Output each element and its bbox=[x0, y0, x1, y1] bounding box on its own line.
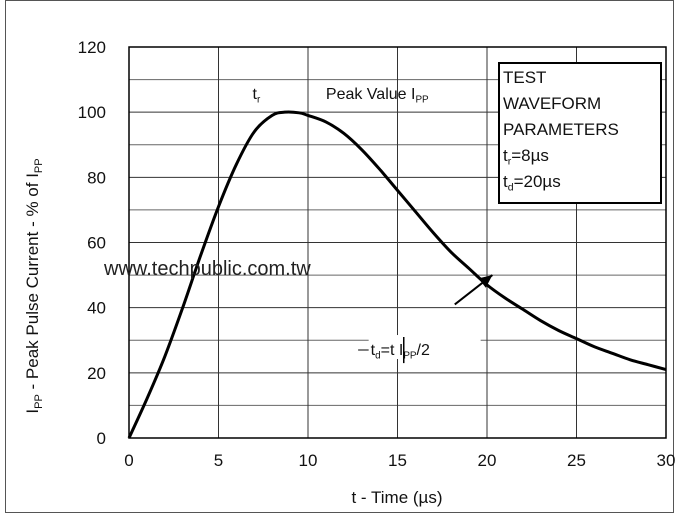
parameter-line: WAVEFORM bbox=[503, 94, 601, 113]
legend-box: TEST WAVEFORM PARAMETERS tr=8µs td=20µs bbox=[498, 62, 662, 204]
x-tick-label: 15 bbox=[388, 451, 407, 470]
tick-labels: 0 5 10 15 20 25 30 0 20 40 60 80 100 120 bbox=[78, 38, 675, 470]
annotations: tr Peak Value IPP td=t IPP/2 bbox=[253, 86, 493, 364]
parameter-line: TEST bbox=[503, 68, 546, 87]
y-tick-label: 40 bbox=[87, 299, 106, 318]
parameter-line: tr=8µs bbox=[503, 146, 549, 168]
x-axis-label: t - Time (µs) bbox=[351, 488, 442, 507]
x-tick-label: 0 bbox=[124, 451, 133, 470]
pulse-waveform-curve bbox=[127, 110, 667, 439]
y-tick-label: 80 bbox=[87, 168, 106, 187]
y-tick-label: 100 bbox=[78, 103, 106, 122]
x-tick-label: 5 bbox=[214, 451, 223, 470]
parameter-line: td=20µs bbox=[503, 172, 561, 194]
x-tick-label: 20 bbox=[478, 451, 497, 470]
y-axis-label: IPP - Peak Pulse Current - % of IPP bbox=[23, 158, 45, 413]
y-tick-label: 60 bbox=[87, 234, 106, 253]
annotation-arrow-head bbox=[478, 275, 493, 288]
td-label-background bbox=[368, 335, 481, 360]
x-tick-label: 10 bbox=[299, 451, 318, 470]
y-tick-label: 20 bbox=[87, 364, 106, 383]
watermark-text: www.techpublic.com.tw bbox=[103, 258, 311, 280]
y-tick-label: 0 bbox=[97, 429, 106, 448]
series-line bbox=[127, 110, 667, 439]
test-parameters-box bbox=[498, 62, 662, 204]
plot-area-border bbox=[128, 46, 667, 439]
rise-time-label: tr bbox=[253, 86, 261, 106]
half-value-time-label: td=t IPP/2 bbox=[371, 342, 430, 362]
parameter-line: PARAMETERS bbox=[503, 120, 619, 139]
x-tick-label: 25 bbox=[567, 451, 586, 470]
peak-value-label: Peak Value IPP bbox=[326, 86, 429, 106]
x-tick-label: 30 bbox=[657, 451, 675, 470]
y-tick-label: 120 bbox=[78, 38, 106, 57]
